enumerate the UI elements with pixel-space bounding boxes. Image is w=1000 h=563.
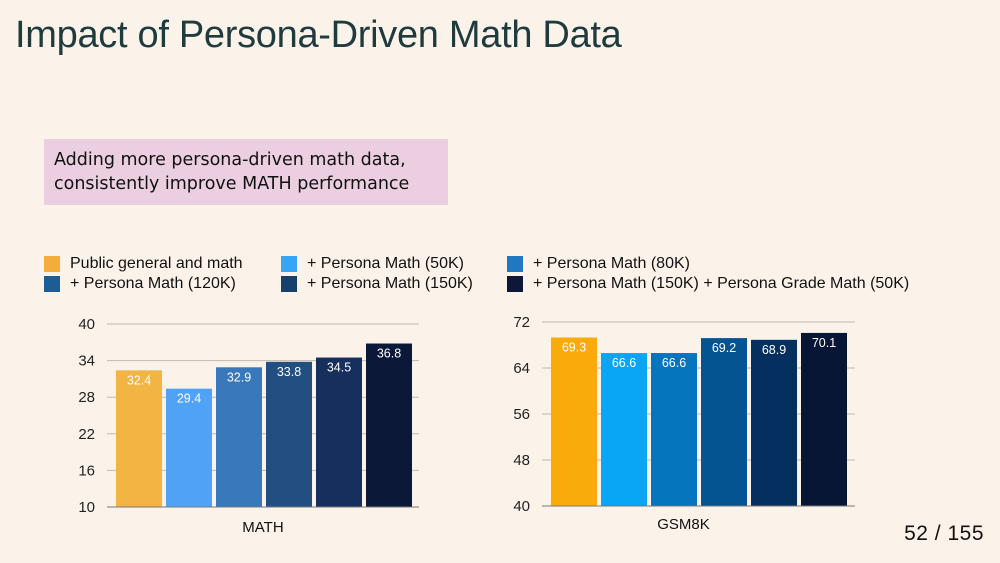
callout-line-2: consistently improve MATH performance [54, 174, 410, 194]
legend-swatch-persona-50k [281, 256, 297, 272]
legend-swatch-persona-150k [281, 276, 297, 292]
legend-label-persona-150k: + Persona Math (150K) [307, 275, 473, 292]
gsm8k-y-tick-label: 56 [513, 406, 530, 423]
legend-item-persona-50k: + Persona Math (50K) [281, 255, 464, 273]
math-bar-3 [216, 367, 262, 507]
legend-item-persona-150k-grade-50k: + Persona Math (150K) + Persona Grade Ma… [507, 275, 909, 293]
gsm8k-bar-6 [801, 332, 847, 506]
legend-swatch-public [44, 256, 60, 272]
math-y-tick-label: 28 [78, 389, 95, 406]
callout-line-1: Adding more persona-driven math data, [54, 150, 406, 170]
legend-swatch-persona-120k [44, 276, 60, 292]
gsm8k-bar-3 [651, 353, 697, 506]
chart-legend: Public general and math + Persona Math (… [44, 255, 944, 295]
gsm8k-bar-1 [551, 337, 597, 506]
gsm8k-bar-value-label: 68.9 [762, 343, 786, 357]
math-y-tick-label: 40 [78, 316, 95, 333]
gsm8k-x-label: GSM8K [657, 516, 710, 533]
legend-item-persona-150k: + Persona Math (150K) [281, 275, 473, 293]
math-bar-1 [116, 370, 162, 507]
legend-swatch-persona-150k-grade-50k [507, 276, 523, 292]
gsm8k-bar-2 [601, 353, 647, 506]
math-bar-value-label: 29.4 [177, 392, 201, 406]
legend-label-persona-120k: + Persona Math (120K) [70, 275, 236, 292]
callout-box: Adding more persona-driven math data, co… [44, 139, 448, 205]
legend-item-public: Public general and math [44, 255, 243, 273]
math-bar-value-label: 32.9 [227, 370, 251, 384]
math-bar-2 [166, 388, 212, 507]
gsm8k-bar-value-label: 66.6 [612, 356, 636, 370]
legend-label-persona-150k-grade-50k: + Persona Math (150K) + Persona Grade Ma… [533, 275, 910, 292]
legend-swatch-persona-80k [507, 256, 523, 272]
math-bar-6 [366, 343, 412, 507]
math-y-tick-label: 16 [78, 462, 95, 479]
gsm8k-bar-value-label: 69.3 [562, 341, 586, 355]
math-bar-5 [316, 357, 362, 507]
gsm8k-chart: 40 48 56 64 72 69.3 66.6 66.6 69.2 68.9 70.1 GSM8K [513, 314, 855, 533]
gsm8k-y-tick-label: 72 [513, 314, 530, 331]
legend-label-persona-50k: + Persona Math (50K) [307, 255, 464, 272]
legend-label-public: Public general and math [70, 255, 243, 272]
gsm8k-bar-value-label: 66.6 [662, 356, 686, 370]
gsm8k-bar-5 [751, 339, 797, 506]
legend-item-persona-120k: + Persona Math (120K) [44, 275, 236, 293]
math-bar-value-label: 36.8 [377, 347, 401, 361]
math-bar-4 [266, 361, 312, 507]
gsm8k-bar-4 [701, 338, 747, 506]
slide-title: Impact of Persona-Driven Math Data [15, 14, 622, 56]
math-y-tick-label: 34 [78, 353, 95, 370]
math-chart: 10 16 22 28 34 40 32.4 29.4 32.9 33.8 34.5 36.8 MATH [78, 316, 419, 536]
gsm8k-y-tick-label: 40 [513, 498, 530, 515]
math-y-tick-label: 10 [78, 499, 95, 516]
math-x-label: MATH [242, 519, 283, 536]
math-bar-value-label: 33.8 [277, 365, 301, 379]
gsm8k-y-tick-label: 48 [513, 452, 530, 469]
gsm8k-bar-value-label: 69.2 [712, 341, 736, 355]
math-bar-value-label: 34.5 [327, 361, 351, 375]
legend-item-persona-80k: + Persona Math (80K) [507, 255, 690, 273]
gsm8k-bar-value-label: 70.1 [812, 336, 836, 350]
math-y-tick-label: 22 [78, 426, 95, 443]
gsm8k-y-tick-label: 64 [513, 360, 530, 377]
page-number: 52 / 155 [904, 522, 984, 545]
math-bar-value-label: 32.4 [127, 373, 151, 387]
legend-label-persona-80k: + Persona Math (80K) [533, 255, 690, 272]
